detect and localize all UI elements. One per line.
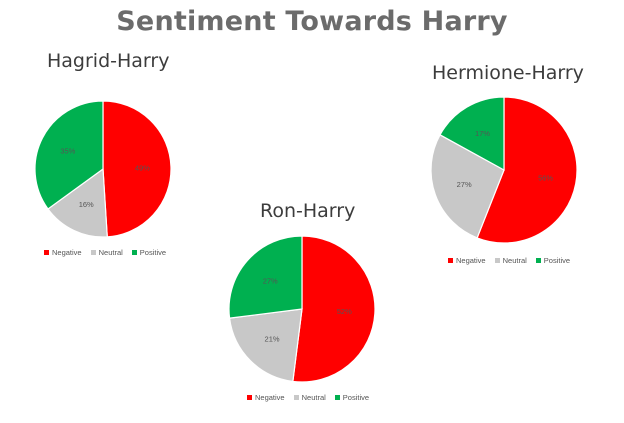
legend-item-neutral: Neutral [494,256,527,265]
data-label-neutral: 16% [79,200,94,209]
legend-swatch-negative [448,258,453,263]
legend-swatch-neutral [90,250,96,255]
data-label-neutral: 21% [265,334,280,343]
pie-slice-negative [292,235,376,383]
data-label-positive: 17% [475,129,490,138]
data-label-negative: 56% [538,173,553,182]
legend-label: Neutral [98,248,123,257]
legend-item-positive: Positive [334,393,370,402]
legend: Negative Neutral Positive [448,256,570,265]
chart-title: Ron-Harry [260,200,356,222]
page-title: Sentiment Towards Harry [116,6,508,37]
legend-swatch-positive [535,258,541,263]
pie-slice-neutral [47,167,108,238]
pie-slice-positive [439,96,505,172]
pie-slice-negative [476,96,578,244]
pie-plot: 49% 16% 35% [34,100,172,238]
legend-label: Neutral [502,256,527,265]
legend-swatch-positive [131,250,137,255]
legend-item-negative: Negative [247,393,285,402]
legend-item-positive: Positive [535,256,571,265]
pie-slice-positive [34,100,104,210]
pie-slice-negative [102,100,172,238]
legend-swatch-neutral [494,258,500,263]
legend-item-neutral: Neutral [293,393,326,402]
pie-plot: 56% 27% 17% [430,96,578,244]
legend: Negative Neutral Positive [44,248,166,257]
legend-swatch-negative [247,395,252,400]
data-label-neutral: 27% [457,180,472,189]
legend-label: Positive [139,248,167,257]
chart-title: Hagrid-Harry [47,50,170,72]
legend-label: Positive [543,256,571,265]
legend: Negative Neutral Positive [247,393,369,402]
legend-item-neutral: Neutral [90,248,123,257]
pie-slice-positive [228,235,303,319]
legend-item-negative: Negative [44,248,82,257]
legend-swatch-neutral [293,395,299,400]
pie-plot: 52% 21% 27% [228,235,376,383]
pie-slice-neutral [228,308,303,383]
legend-label: Neutral [301,393,326,402]
data-label-negative: 49% [135,163,150,172]
legend-swatch-positive [334,395,340,400]
data-label-positive: 35% [60,147,75,156]
data-label-positive: 27% [263,277,278,286]
chart-title: Hermione-Harry [432,62,584,84]
legend-label: Negative [255,393,285,402]
legend-swatch-negative [44,250,49,255]
legend-item-negative: Negative [448,256,486,265]
legend-label: Positive [342,393,370,402]
legend-item-positive: Positive [131,248,167,257]
legend-label: Negative [52,248,82,257]
data-label-negative: 52% [337,307,352,316]
legend-label: Negative [456,256,486,265]
